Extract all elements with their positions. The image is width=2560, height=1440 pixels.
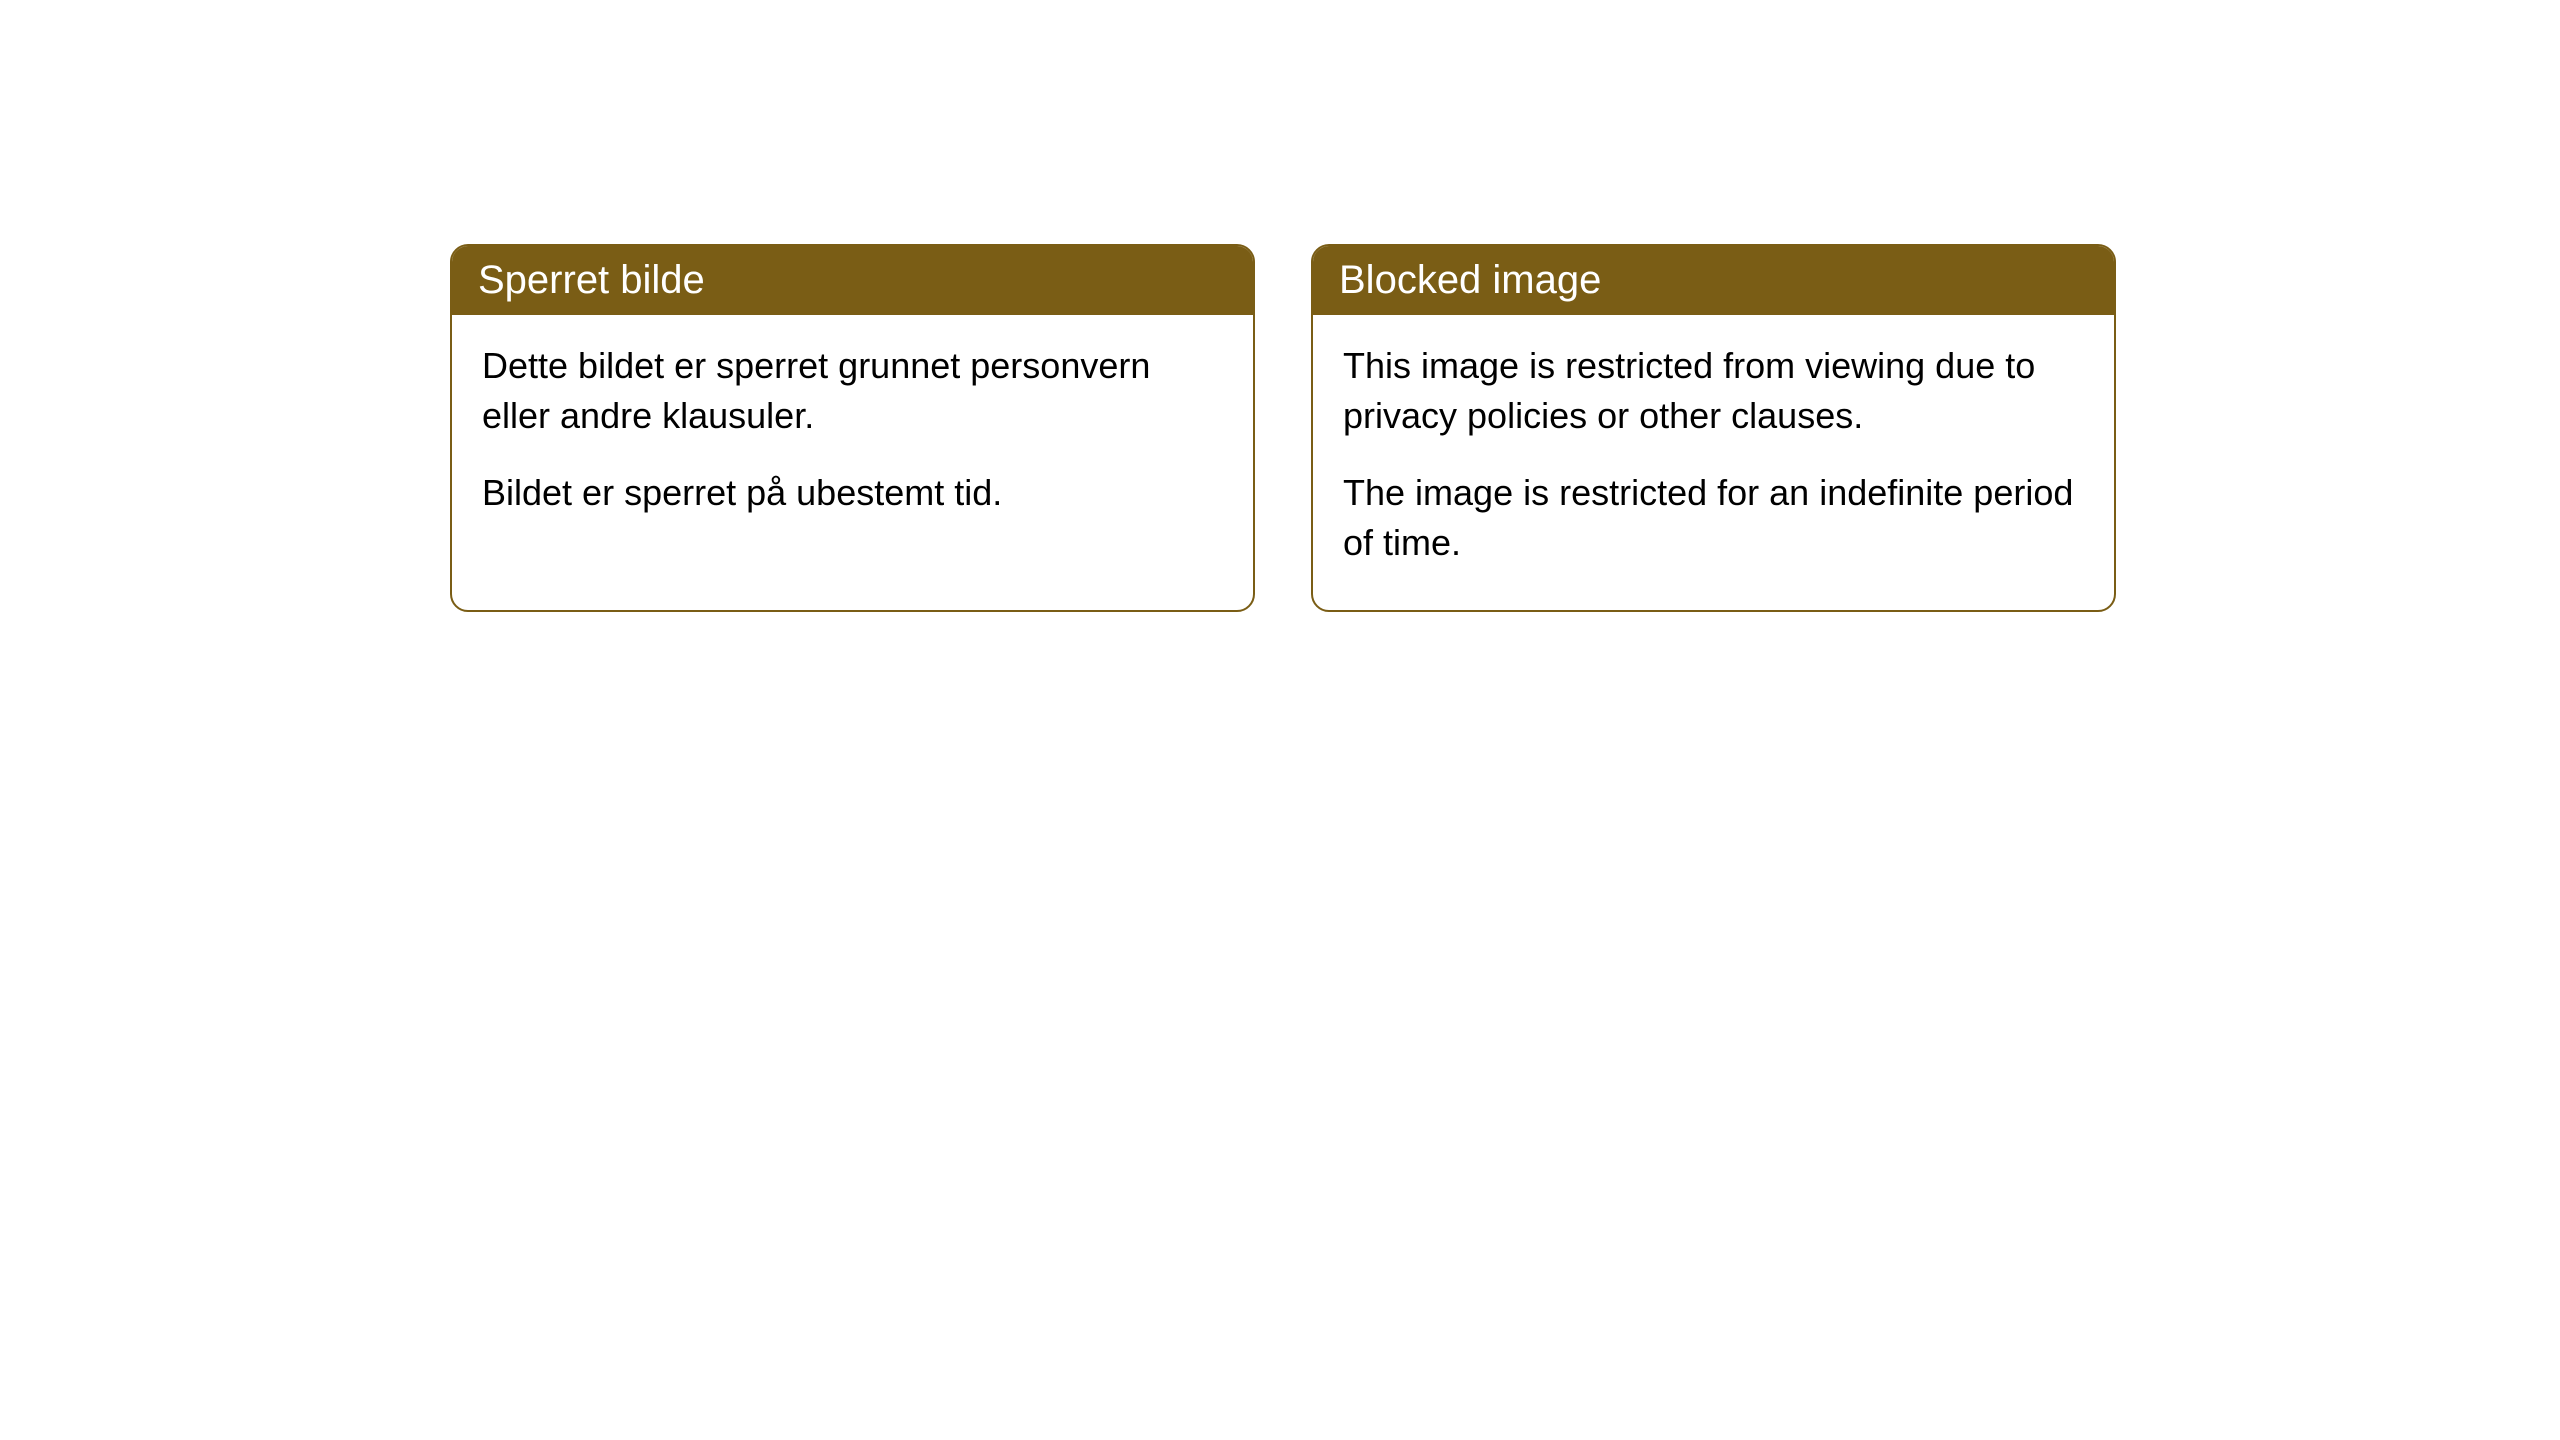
card-title-no: Sperret bilde — [478, 258, 705, 302]
card-paragraph-en-2: The image is restricted for an indefinit… — [1343, 468, 2084, 567]
card-paragraph-no-1: Dette bildet er sperret grunnet personve… — [482, 341, 1223, 440]
notice-cards-container: Sperret bilde Dette bildet er sperret gr… — [450, 244, 2116, 612]
blocked-image-card-no: Sperret bilde Dette bildet er sperret gr… — [450, 244, 1255, 612]
card-header-no: Sperret bilde — [452, 246, 1253, 315]
card-header-en: Blocked image — [1313, 246, 2114, 315]
card-body-no: Dette bildet er sperret grunnet personve… — [452, 315, 1253, 560]
card-body-en: This image is restricted from viewing du… — [1313, 315, 2114, 610]
card-paragraph-en-1: This image is restricted from viewing du… — [1343, 341, 2084, 440]
card-paragraph-no-2: Bildet er sperret på ubestemt tid. — [482, 468, 1223, 518]
blocked-image-card-en: Blocked image This image is restricted f… — [1311, 244, 2116, 612]
card-title-en: Blocked image — [1339, 258, 1601, 302]
